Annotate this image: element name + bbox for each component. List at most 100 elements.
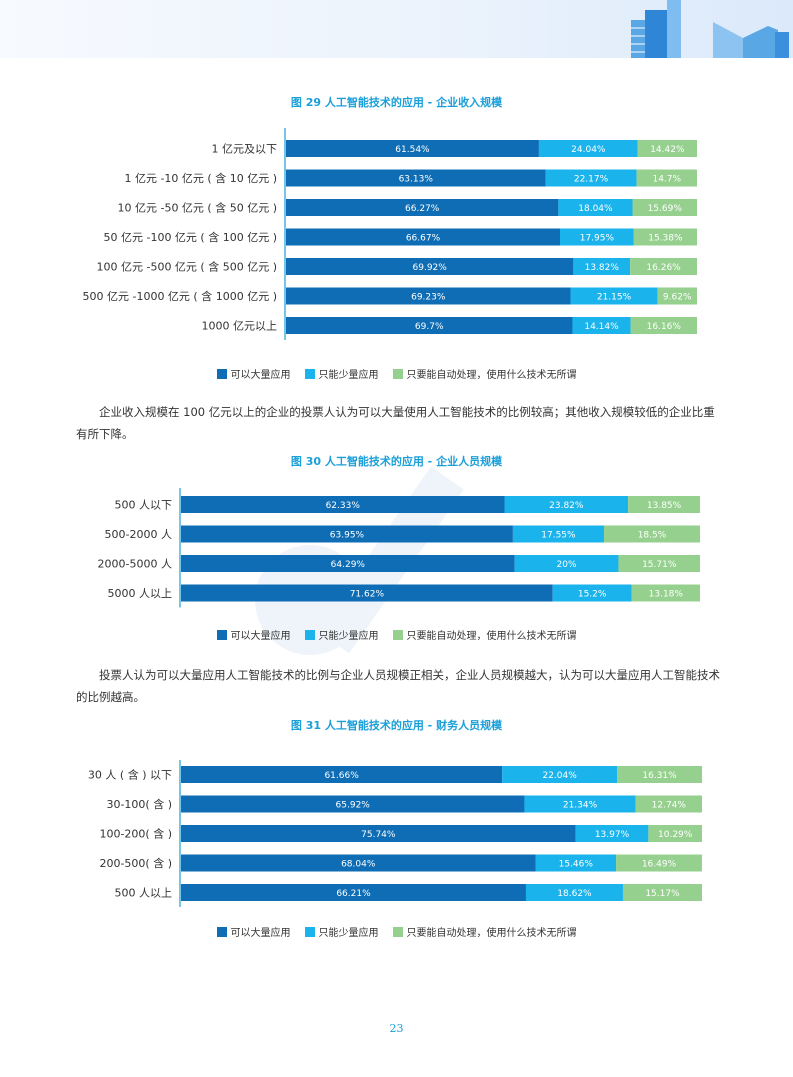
data-label: 9.62% [663, 293, 692, 303]
data-label: 22.04% [542, 771, 577, 781]
category-label: 100 亿元 -500 亿元 ( 含 500 亿元 ) [96, 260, 277, 274]
data-label: 13.18% [649, 590, 684, 600]
category-label: 1 亿元 -10 亿元 ( 含 10 亿元 ) [124, 171, 277, 185]
bar-segment [524, 795, 636, 813]
bar-segment [286, 317, 573, 334]
bar-segment [636, 169, 697, 187]
legend-swatch [216, 629, 227, 640]
data-label: 12.74% [652, 801, 687, 811]
bar-segment [552, 584, 632, 602]
data-label: 66.21% [336, 889, 371, 899]
category-label: 100-200( 含 ) [99, 827, 172, 841]
data-label: 15.38% [648, 234, 683, 244]
bar-segment [633, 228, 697, 246]
data-label: 16.31% [642, 771, 677, 781]
category-label: 500 亿元 -1000 亿元 ( 含 1000 亿元 ) [82, 289, 277, 303]
data-label: 62.33% [326, 501, 361, 511]
bar-segment [525, 884, 623, 901]
legend-swatch [304, 368, 315, 379]
bar-segment [181, 555, 515, 572]
data-label: 71.62% [350, 590, 385, 600]
bar-segment [181, 854, 536, 872]
legend-label: 可以大量应用 [230, 370, 291, 381]
data-label: 16.16% [647, 322, 682, 332]
chart-finance-staff: 30 人 ( 含 ) 以下 61.66% 22.04% 16.31% 30-100( 含… [88, 760, 703, 907]
bar-segment [181, 884, 526, 901]
bar-segment [502, 766, 618, 783]
bar-segment [535, 854, 617, 872]
data-label: 66.67% [406, 234, 441, 244]
data-label: 75.74% [361, 830, 396, 840]
legend-swatch [392, 629, 403, 640]
legend-label: 只要能自动处理，使用什么技术无所谓 [406, 928, 577, 939]
data-label: 18.62% [557, 889, 592, 899]
bar-segment [504, 496, 629, 513]
data-label: 24.04% [571, 145, 606, 155]
legend-swatch [216, 368, 227, 379]
bar-segment [286, 258, 574, 275]
data-label: 61.54% [395, 145, 430, 155]
bar-segment [286, 199, 559, 216]
data-label: 23.82% [549, 501, 584, 511]
bar-segment [575, 825, 649, 842]
legend-staff: 可以大量应用 只能少量应用 只要能自动处理，使用什么技术无所谓 [0, 627, 793, 642]
data-label: 68.04% [341, 860, 376, 870]
paragraph-text: 投票人认为可以大量应用人工智能技术的比例与企业人员规模正相关，企业人员规模越大，… [76, 668, 720, 704]
bar-segment [635, 795, 702, 813]
data-label: 16.26% [646, 263, 681, 273]
data-label: 13.97% [595, 830, 630, 840]
bar-segment [181, 766, 503, 783]
data-label: 22.17% [574, 175, 609, 185]
bar-segment [181, 496, 505, 513]
bar-segment [512, 525, 604, 543]
category-label: 1 亿元及以下 [212, 143, 278, 156]
category-label: 30-100( 含 ) [106, 797, 172, 811]
legend-item: 只能少量应用 [304, 366, 379, 381]
data-label: 21.15% [597, 293, 632, 303]
bar-segment [630, 258, 697, 275]
legend-swatch [392, 926, 403, 937]
category-label: 500 人以上 [115, 887, 173, 900]
data-label: 69.7% [415, 322, 444, 332]
data-label: 15.17% [645, 889, 680, 899]
legend-label: 只能少量应用 [318, 928, 379, 939]
legend-label: 可以大量应用 [230, 928, 291, 939]
category-label: 10 亿元 -50 亿元 ( 含 50 亿元 ) [117, 201, 277, 215]
chart-title-revenue: 图 29 人工智能技术的应用 - 企业收入规模 [290, 96, 503, 109]
data-label: 10.29% [658, 830, 693, 840]
chart-staff: 500 人以下 62.33% 23.82% 13.85% 500-2000 人 63.95… [98, 488, 700, 608]
page-number: 23 [389, 1022, 404, 1035]
bar-segment [538, 140, 638, 157]
bar-segment [181, 584, 553, 602]
legend-swatch [216, 926, 227, 937]
data-label: 13.85% [647, 501, 682, 511]
legend-item: 只能少量应用 [304, 627, 379, 642]
legend-swatch [392, 368, 403, 379]
data-label: 18.5% [638, 531, 667, 541]
data-label: 14.42% [650, 145, 685, 155]
data-label: 16.49% [642, 860, 677, 870]
data-label: 69.92% [413, 263, 448, 273]
category-label: 200-500( 含 ) [99, 856, 172, 870]
legend-label: 可以大量应用 [230, 631, 291, 642]
bar-segment [573, 258, 631, 275]
bar-segment [560, 228, 634, 246]
data-label: 21.34% [563, 801, 598, 811]
data-label: 66.27% [405, 204, 440, 214]
bar-segment [514, 555, 619, 572]
data-label: 18.04% [578, 204, 613, 214]
chart-revenue: 1 亿元及以下 61.54% 24.04% 14.42% 1 亿元 -10 亿元 ( 含… [82, 128, 697, 340]
legend-item: 只要能自动处理，使用什么技术无所谓 [392, 627, 577, 642]
bar-segment [181, 795, 525, 813]
bar-segment [286, 228, 561, 246]
paragraph-text: 企业收入规模在 100 亿元以上的企业的投票人认为可以大量使用人工智能技术的比例… [76, 405, 715, 441]
bar-segment [545, 169, 637, 187]
building-decoration-icon [631, 0, 789, 58]
legend-item: 可以大量应用 [216, 924, 291, 939]
chart-title-staff: 图 30 人工智能技术的应用 - 企业人员规模 [290, 455, 503, 468]
legend-item: 只要能自动处理，使用什么技术无所谓 [392, 366, 577, 381]
category-label: 500-2000 人 [105, 528, 172, 541]
category-label: 2000-5000 人 [98, 558, 172, 571]
data-label: 17.55% [541, 531, 576, 541]
bar-segment [632, 199, 697, 216]
